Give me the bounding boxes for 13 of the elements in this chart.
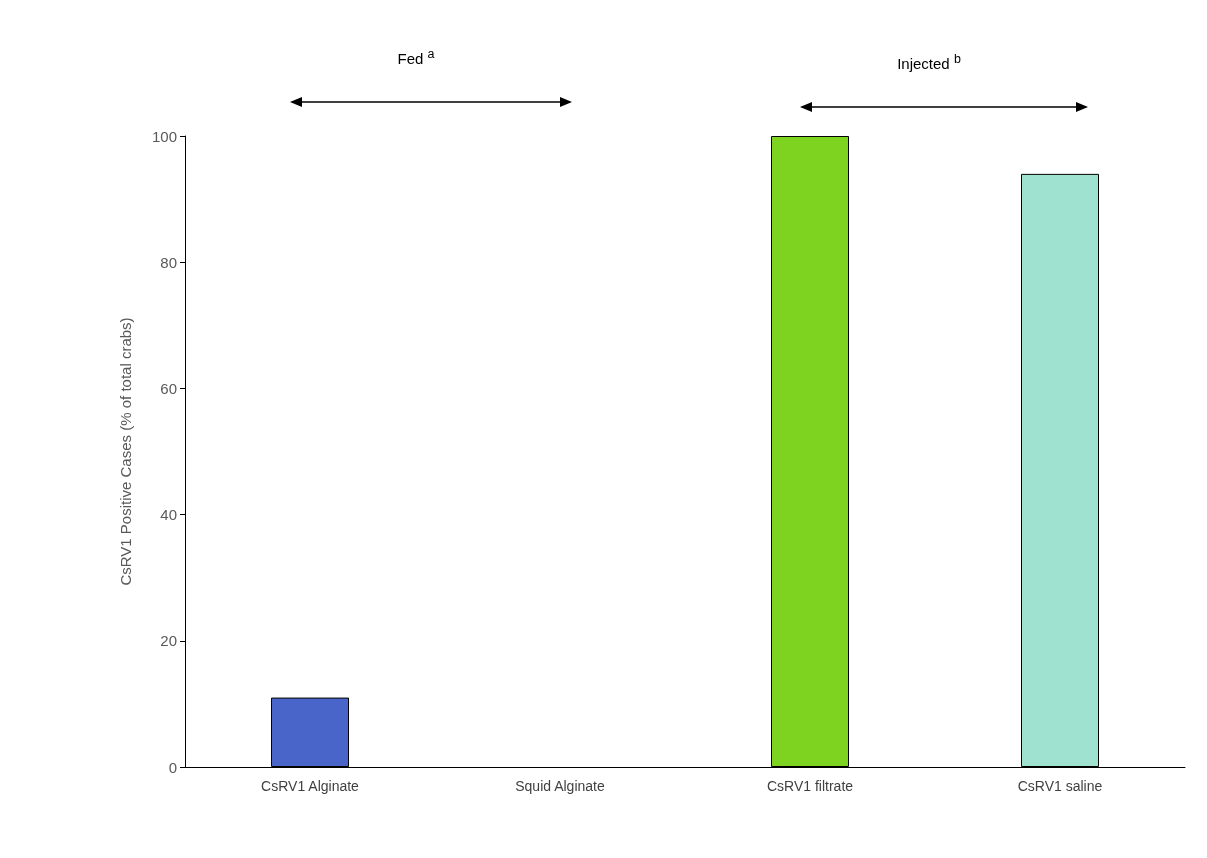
y-tick-label: 60 bbox=[160, 379, 177, 397]
text: Injected $^{b}$ bbox=[897, 52, 961, 72]
y-tick-label: 20 bbox=[160, 632, 177, 650]
x-tick-label: CsRV1 Alginate bbox=[261, 778, 360, 794]
x-tick-label: CsRV1 filtrate bbox=[766, 778, 854, 794]
y-tick-label: 80 bbox=[160, 253, 177, 271]
y-tick-label: 100 bbox=[151, 127, 177, 145]
x-tick-label: Squid Alginate bbox=[515, 778, 605, 794]
text: Fed $^{a}$ bbox=[397, 47, 435, 67]
y-axis-title: CsRV1 Positive Cases (% of total crabs) bbox=[117, 317, 134, 586]
y-tick-label: 0 bbox=[168, 758, 177, 776]
x-tick-label: CsRV1 saline bbox=[1017, 778, 1103, 794]
y-tick-label: 40 bbox=[160, 506, 177, 524]
